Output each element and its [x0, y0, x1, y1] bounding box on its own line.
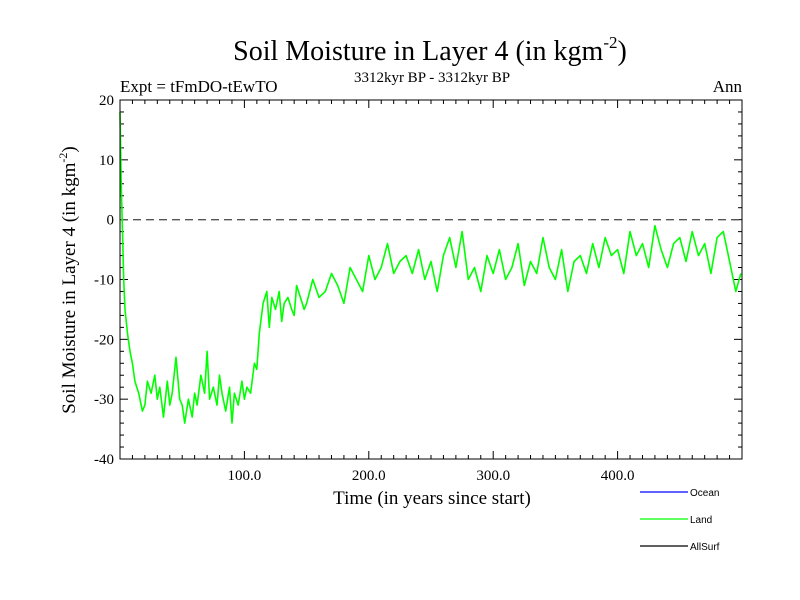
- season-label: Ann: [713, 77, 743, 96]
- series-line-land: [119, 111, 742, 424]
- legend-ocean-label: Ocean: [690, 488, 719, 499]
- x-axis-label: Time (in years since start): [333, 488, 531, 509]
- legend-land-label: Land: [690, 515, 712, 526]
- plot-frame: [119, 99, 743, 460]
- chart-title-sup: -2: [603, 33, 617, 52]
- x-tick-label: 300.0: [476, 468, 510, 484]
- y-axis-label-sup: -2: [56, 153, 70, 163]
- series-layer: [119, 111, 742, 424]
- y-axis-label-main: Soil Moisture in Layer 4 (in kgm: [59, 162, 80, 413]
- period-label: 3312kyr BP - 3312kyr BP: [354, 70, 510, 86]
- axis-ticks: -40 -30 -20 -10 0 10 20 100.0 200.0 300.0 400.0: [94, 93, 742, 484]
- y-axis-label: Soil Moisture in Layer 4 (in kgm-2): [56, 146, 80, 414]
- y-tick-label: -30: [94, 392, 114, 408]
- y-tick-label: 0: [107, 213, 115, 229]
- y-tick-label: -10: [94, 273, 114, 289]
- y-tick-label: -20: [94, 332, 114, 348]
- y-tick-label: -40: [94, 452, 114, 468]
- x-tick-label: 400.0: [601, 468, 635, 484]
- y-axis-label-end: ): [59, 146, 80, 152]
- x-tick-label: 100.0: [228, 468, 262, 484]
- chart-title-end: ): [618, 36, 627, 67]
- legend-allsurf-label: AllSurf: [690, 542, 720, 553]
- chart-title-main: Soil Moisture in Layer 4 (in kgm: [233, 36, 603, 67]
- y-tick-label: 10: [99, 153, 114, 169]
- experiment-label: Expt = tFmDO-tEwTO: [120, 77, 278, 96]
- chart-title: Soil Moisture in Layer 4 (in kgm-2): [233, 33, 627, 67]
- x-tick-label: 200.0: [352, 468, 386, 484]
- legend: Ocean Land AllSurf: [640, 488, 720, 553]
- y-tick-label: 20: [99, 93, 114, 109]
